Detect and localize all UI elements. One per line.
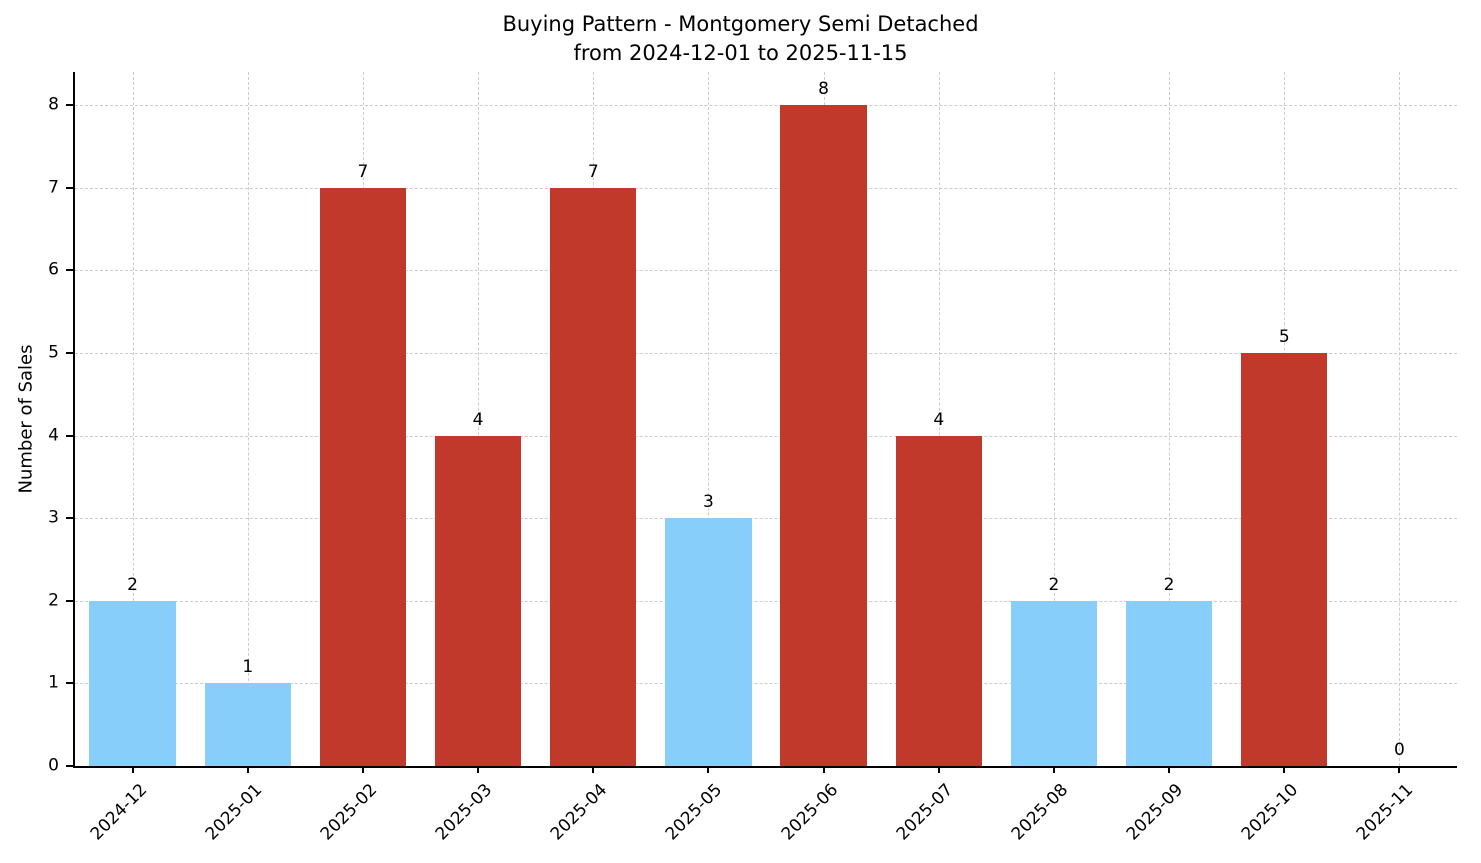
bar-value-label: 5 <box>1278 326 1290 347</box>
bar-value-label: 2 <box>127 574 138 595</box>
y-tick-label: 4 <box>48 425 59 446</box>
y-tick-label: 6 <box>48 259 59 280</box>
x-tick-mark <box>131 766 134 773</box>
bar-value-label: 2 <box>1048 574 1060 595</box>
y-tick-label: 8 <box>48 94 59 115</box>
horizontal-gridline <box>75 352 1457 354</box>
y-tick-mark <box>66 765 73 767</box>
y-axis-label: Number of Sales <box>15 344 37 494</box>
bar-value-label: 4 <box>472 409 484 430</box>
x-tick-mark <box>246 766 249 773</box>
bar <box>204 683 291 766</box>
bar <box>89 600 176 766</box>
x-tick-mark <box>822 766 825 773</box>
bar <box>780 105 867 766</box>
x-tick-mark <box>1052 766 1055 773</box>
y-tick-mark <box>66 269 73 272</box>
horizontal-gridline <box>75 518 1457 520</box>
chart-title-line1: Buying Pattern - Montgomery Semi Detache… <box>502 12 979 36</box>
x-tick-mark <box>1168 766 1171 773</box>
chart-title: Buying Pattern - Montgomery Semi Detache… <box>0 10 1481 68</box>
bar-value-label: 2 <box>1163 574 1175 595</box>
x-tick-mark <box>361 766 364 773</box>
horizontal-gridline <box>75 105 1457 107</box>
x-tick-mark <box>707 766 710 773</box>
bar <box>434 435 522 766</box>
y-tick-label: 2 <box>48 590 59 611</box>
bar-value-label: 4 <box>933 409 945 430</box>
y-tick-label: 5 <box>48 342 59 363</box>
horizontal-gridline <box>75 600 1457 602</box>
y-axis-spine <box>73 72 75 766</box>
horizontal-gridline <box>75 435 1457 437</box>
plot-area: 0 1 2 3 4 5 6 7 8 2 2024-12 1 2025-01 7 2025-02 4 2025-0… <box>48 72 1457 844</box>
vertical-gridline <box>1399 72 1401 766</box>
vertical-gridline <box>132 72 134 766</box>
bar-value-label: 0 <box>1393 740 1405 760</box>
bar <box>665 518 752 766</box>
x-tick-mark <box>1283 766 1286 773</box>
horizontal-gridline <box>75 683 1457 685</box>
vertical-gridline <box>1169 72 1171 766</box>
x-tick-label-text: 2025-11 <box>1353 780 1418 845</box>
bar-value-label: 1 <box>242 657 254 678</box>
x-tick-mark <box>477 766 480 773</box>
x-tick-label: 2025-11 <box>1203 780 1417 844</box>
bar-value-label: 7 <box>587 161 599 182</box>
y-tick-label: 1 <box>48 672 59 693</box>
x-tick-mark <box>592 766 595 773</box>
y-tick-mark <box>66 351 73 354</box>
vertical-gridline <box>938 72 940 766</box>
y-tick-mark <box>66 186 73 189</box>
bar <box>550 187 637 766</box>
y-tick-mark <box>66 434 73 437</box>
chart-title-line2: from 2024-12-01 to 2025-11-15 <box>573 40 908 65</box>
bar-value-label: 7 <box>357 161 369 182</box>
horizontal-gridline <box>75 187 1457 189</box>
y-tick-mark <box>66 599 73 602</box>
bar <box>319 187 407 766</box>
bar-value-label: 3 <box>702 492 714 513</box>
x-tick-mark <box>937 766 940 773</box>
bar <box>895 435 982 766</box>
vertical-gridline <box>708 72 710 766</box>
vertical-gridline <box>247 72 249 766</box>
bar <box>1241 352 1328 766</box>
y-tick-mark <box>66 682 73 685</box>
bar-value-label: 8 <box>818 79 829 100</box>
y-tick-label: 7 <box>48 177 59 198</box>
horizontal-gridline <box>75 270 1457 272</box>
vertical-gridline <box>478 72 480 766</box>
y-tick-mark <box>66 517 73 520</box>
bar <box>1010 600 1098 766</box>
y-tick-label: 0 <box>48 755 59 776</box>
bar <box>1125 600 1213 766</box>
vertical-gridline <box>1053 72 1055 766</box>
y-tick-mark <box>66 104 73 107</box>
x-tick-mark <box>1398 766 1401 773</box>
x-axis-spine <box>73 766 1457 768</box>
y-tick-label: 3 <box>48 507 59 528</box>
